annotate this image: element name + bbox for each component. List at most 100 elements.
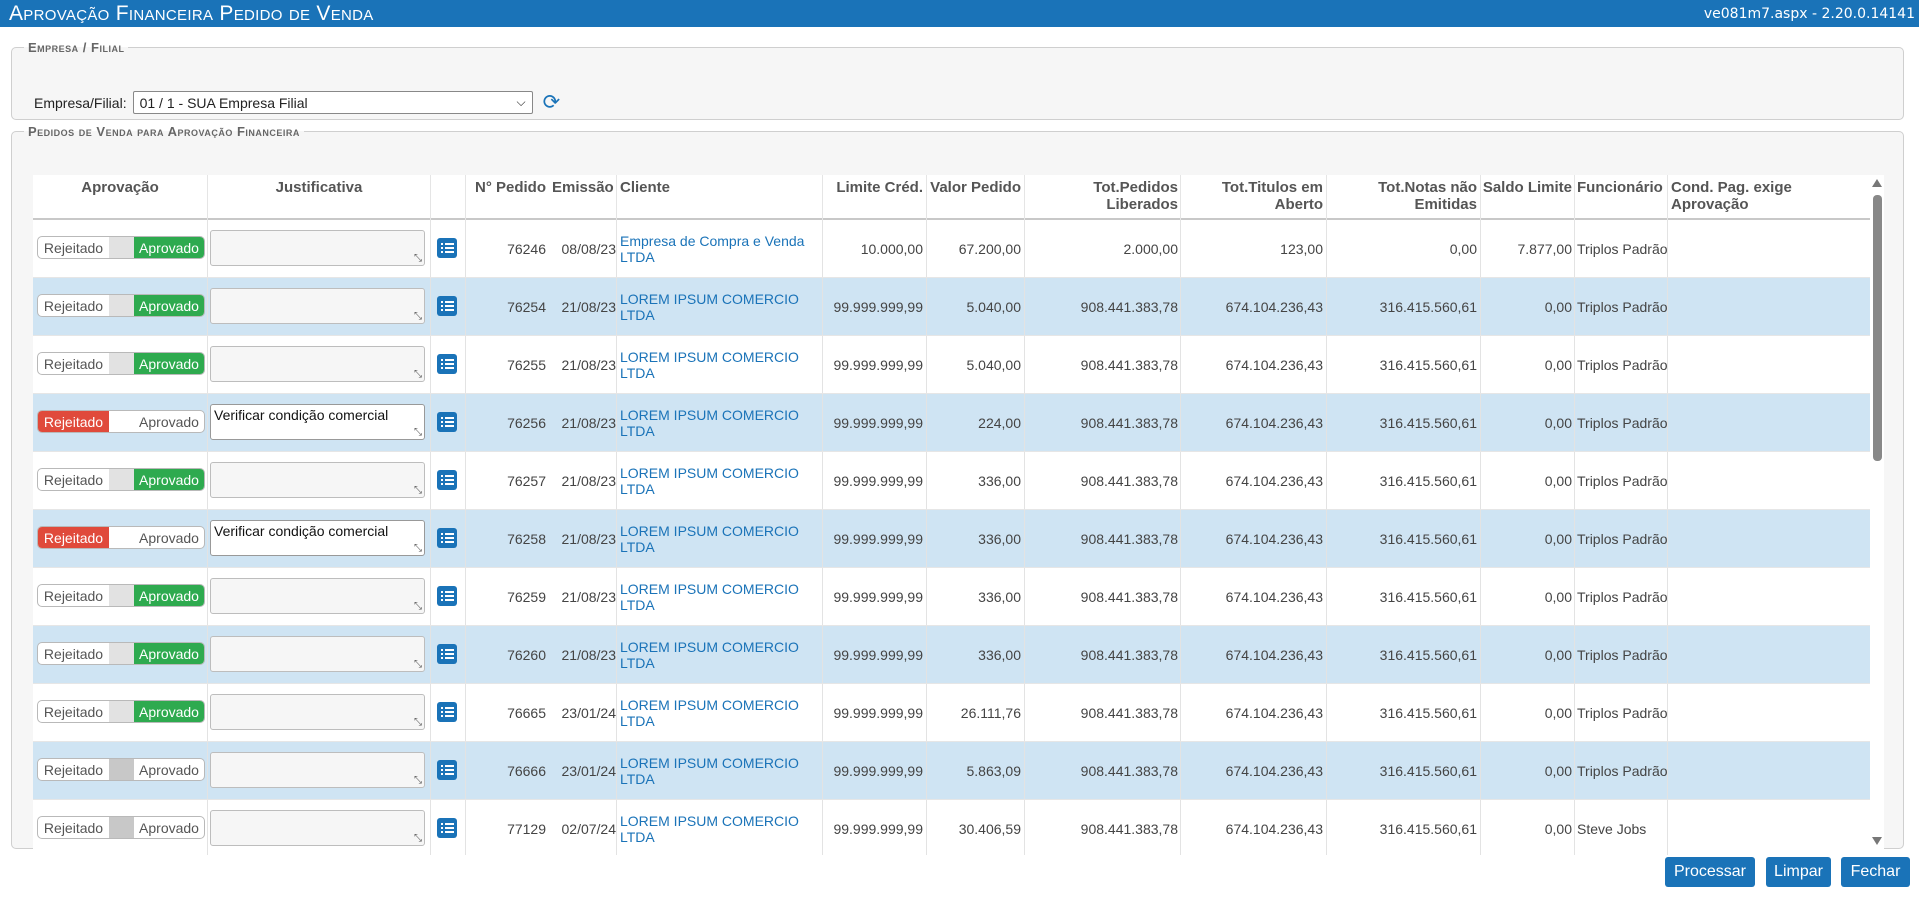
cell-cliente[interactable]: LOREM IPSUM COMERCIO LTDA [620, 452, 820, 510]
cell-cliente[interactable]: LOREM IPSUM COMERCIO LTDA [620, 684, 820, 742]
toggle-approved[interactable]: Aprovado [134, 643, 204, 664]
justificativa-input[interactable]: ⤡ [210, 636, 425, 672]
details-list-icon[interactable] [437, 702, 457, 722]
toggle-approved[interactable]: Aprovado [134, 469, 204, 490]
details-list-icon[interactable] [437, 586, 457, 606]
col-limite[interactable]: Limite Créd. [836, 179, 923, 196]
details-list-icon[interactable] [437, 470, 457, 490]
toggle-handle[interactable] [109, 295, 134, 316]
details-list-icon[interactable] [437, 528, 457, 548]
toggle-approved[interactable]: Aprovado [139, 761, 199, 778]
cell-cliente[interactable]: LOREM IPSUM COMERCIO LTDA [620, 800, 820, 855]
toggle-rejected[interactable]: Rejeitado [38, 527, 109, 548]
approval-toggle[interactable]: Rejeitado Aprovado [37, 758, 205, 781]
toggle-handle[interactable] [109, 817, 134, 838]
approval-toggle[interactable]: Rejeitado Aprovado [37, 642, 205, 665]
col-emissao[interactable]: Emissão [552, 179, 614, 196]
processar-button[interactable]: Processar [1665, 857, 1755, 887]
details-list-icon[interactable] [437, 760, 457, 780]
justificativa-input[interactable]: Verificar condição comercial ⤡ [210, 404, 425, 440]
justificativa-input[interactable]: ⤡ [210, 694, 425, 730]
resize-grip-icon[interactable]: ⤡ [414, 253, 422, 264]
col-totnotas[interactable]: Tot.Notas não Emitidas [1378, 179, 1477, 213]
toggle-rejected[interactable]: Rejeitado [43, 471, 104, 488]
cell-cliente[interactable]: LOREM IPSUM COMERCIO LTDA [620, 568, 820, 626]
toggle-handle[interactable] [109, 643, 134, 664]
justificativa-input[interactable]: ⤡ [210, 752, 425, 788]
toggle-approved[interactable]: Aprovado [139, 413, 199, 430]
col-cliente[interactable]: Cliente [620, 179, 671, 196]
toggle-approved[interactable]: Aprovado [134, 585, 204, 606]
resize-grip-icon[interactable]: ⤡ [414, 311, 422, 322]
col-valor[interactable]: Valor Pedido [930, 179, 1021, 196]
details-list-icon[interactable] [437, 644, 457, 664]
approval-toggle[interactable]: Rejeitado Aprovado [37, 526, 205, 549]
scroll-up-icon[interactable] [1872, 179, 1882, 187]
resize-grip-icon[interactable]: ⤡ [414, 543, 422, 554]
cell-cliente[interactable]: Empresa de Compra e Venda LTDA [620, 220, 820, 278]
toggle-handle[interactable] [109, 585, 134, 606]
toggle-approved[interactable]: Aprovado [139, 529, 199, 546]
toggle-approved[interactable]: Aprovado [134, 353, 204, 374]
toggle-handle[interactable] [109, 759, 134, 780]
toggle-approved[interactable]: Aprovado [134, 701, 204, 722]
details-list-icon[interactable] [437, 354, 457, 374]
col-funcionario[interactable]: Funcionário [1577, 179, 1663, 196]
col-totped[interactable]: Tot.Pedidos Liberados [1093, 179, 1178, 213]
scroll-down-icon[interactable] [1872, 837, 1882, 845]
cell-cliente[interactable]: LOREM IPSUM COMERCIO LTDA [620, 394, 820, 452]
approval-toggle[interactable]: Rejeitado Aprovado [37, 468, 205, 491]
col-tottit[interactable]: Tot.Titulos em Aberto [1221, 179, 1323, 213]
details-list-icon[interactable] [437, 818, 457, 838]
justificativa-input[interactable]: ⤡ [210, 578, 425, 614]
toggle-rejected[interactable]: Rejeitado [43, 239, 104, 256]
approval-toggle[interactable]: Rejeitado Aprovado [37, 410, 205, 433]
details-list-icon[interactable] [437, 296, 457, 316]
approval-toggle[interactable]: Rejeitado Aprovado [37, 584, 205, 607]
approval-toggle[interactable]: Rejeitado Aprovado [37, 816, 205, 839]
justificativa-input[interactable]: ⤡ [210, 346, 425, 382]
justificativa-input[interactable]: ⤡ [210, 230, 425, 266]
cell-cliente[interactable]: LOREM IPSUM COMERCIO LTDA [620, 626, 820, 684]
col-justificativa[interactable]: Justificativa [275, 179, 363, 196]
approval-toggle[interactable]: Rejeitado Aprovado [37, 236, 205, 259]
toggle-handle[interactable] [109, 237, 134, 258]
resize-grip-icon[interactable]: ⤡ [414, 601, 422, 612]
justificativa-input[interactable]: ⤡ [210, 288, 425, 324]
details-list-icon[interactable] [437, 412, 457, 432]
col-aprovacao[interactable]: Aprovação [81, 179, 159, 196]
toggle-handle[interactable] [109, 701, 134, 722]
approval-toggle[interactable]: Rejeitado Aprovado [37, 352, 205, 375]
col-pedido[interactable]: N° Pedido [474, 179, 546, 196]
justificativa-input[interactable]: ⤡ [210, 462, 425, 498]
grid-scrollbar[interactable] [1870, 175, 1884, 855]
approval-toggle[interactable]: Rejeitado Aprovado [37, 294, 205, 317]
resize-grip-icon[interactable]: ⤡ [414, 833, 422, 844]
details-list-icon[interactable] [437, 238, 457, 258]
justificativa-input[interactable]: ⤡ [210, 810, 425, 846]
toggle-handle[interactable] [109, 353, 134, 374]
empresa-select[interactable]: 01 / 1 - SUA Empresa Filial ⌵ [132, 91, 533, 114]
toggle-rejected[interactable]: Rejeitado [43, 761, 104, 778]
resize-grip-icon[interactable]: ⤡ [414, 775, 422, 786]
approval-toggle[interactable]: Rejeitado Aprovado [37, 700, 205, 723]
cell-cliente[interactable]: LOREM IPSUM COMERCIO LTDA [620, 278, 820, 336]
col-cond[interactable]: Cond. Pag. exige Aprovação [1671, 179, 1792, 213]
toggle-rejected[interactable]: Rejeitado [43, 355, 104, 372]
toggle-handle[interactable] [109, 469, 134, 490]
resize-grip-icon[interactable]: ⤡ [414, 659, 422, 670]
toggle-handle[interactable] [109, 527, 134, 548]
cell-cliente[interactable]: LOREM IPSUM COMERCIO LTDA [620, 336, 820, 394]
refresh-icon[interactable]: ⟳ [542, 91, 561, 114]
scroll-thumb[interactable] [1873, 195, 1882, 461]
toggle-approved[interactable]: Aprovado [134, 295, 204, 316]
cell-cliente[interactable]: LOREM IPSUM COMERCIO LTDA [620, 510, 820, 568]
col-saldo[interactable]: Saldo Limite [1482, 179, 1572, 196]
resize-grip-icon[interactable]: ⤡ [414, 485, 422, 496]
fechar-button[interactable]: Fechar [1841, 857, 1910, 887]
toggle-rejected[interactable]: Rejeitado [43, 703, 104, 720]
toggle-rejected[interactable]: Rejeitado [38, 411, 109, 432]
toggle-approved[interactable]: Aprovado [134, 237, 204, 258]
toggle-rejected[interactable]: Rejeitado [43, 587, 104, 604]
resize-grip-icon[interactable]: ⤡ [414, 369, 422, 380]
